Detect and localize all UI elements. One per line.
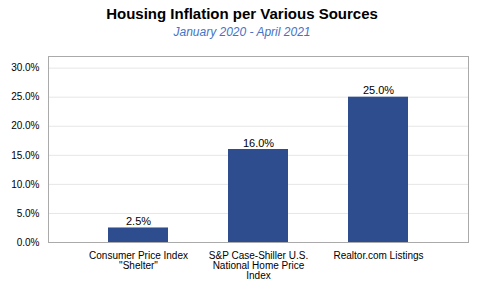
svg-text:25.0%: 25.0% [11, 91, 39, 102]
svg-text:0.0%: 0.0% [17, 237, 40, 248]
svg-text:10.0%: 10.0% [11, 179, 39, 190]
svg-text:20.0%: 20.0% [11, 120, 39, 131]
svg-text:16.0%: 16.0% [243, 137, 274, 149]
svg-text:15.0%: 15.0% [11, 150, 39, 161]
svg-text:Realtor.com Listings: Realtor.com Listings [333, 250, 423, 261]
svg-text:5.0%: 5.0% [17, 208, 40, 219]
svg-text:2.5%: 2.5% [126, 215, 151, 227]
svg-text:30.0%: 30.0% [11, 62, 39, 73]
svg-text:S&P Case-Shiller U.S.National: S&P Case-Shiller U.S.National Home Price… [209, 250, 308, 281]
html-text:January 2020 - April 2021: January 2020 - April 2021 [173, 25, 311, 39]
svg-text:25.0%: 25.0% [363, 84, 394, 96]
svg-text:Consumer Price Index"Shelter": Consumer Price Index"Shelter" [89, 250, 188, 271]
html-text:Housing Inflation per Various: Housing Inflation per Various Sources [106, 5, 378, 22]
